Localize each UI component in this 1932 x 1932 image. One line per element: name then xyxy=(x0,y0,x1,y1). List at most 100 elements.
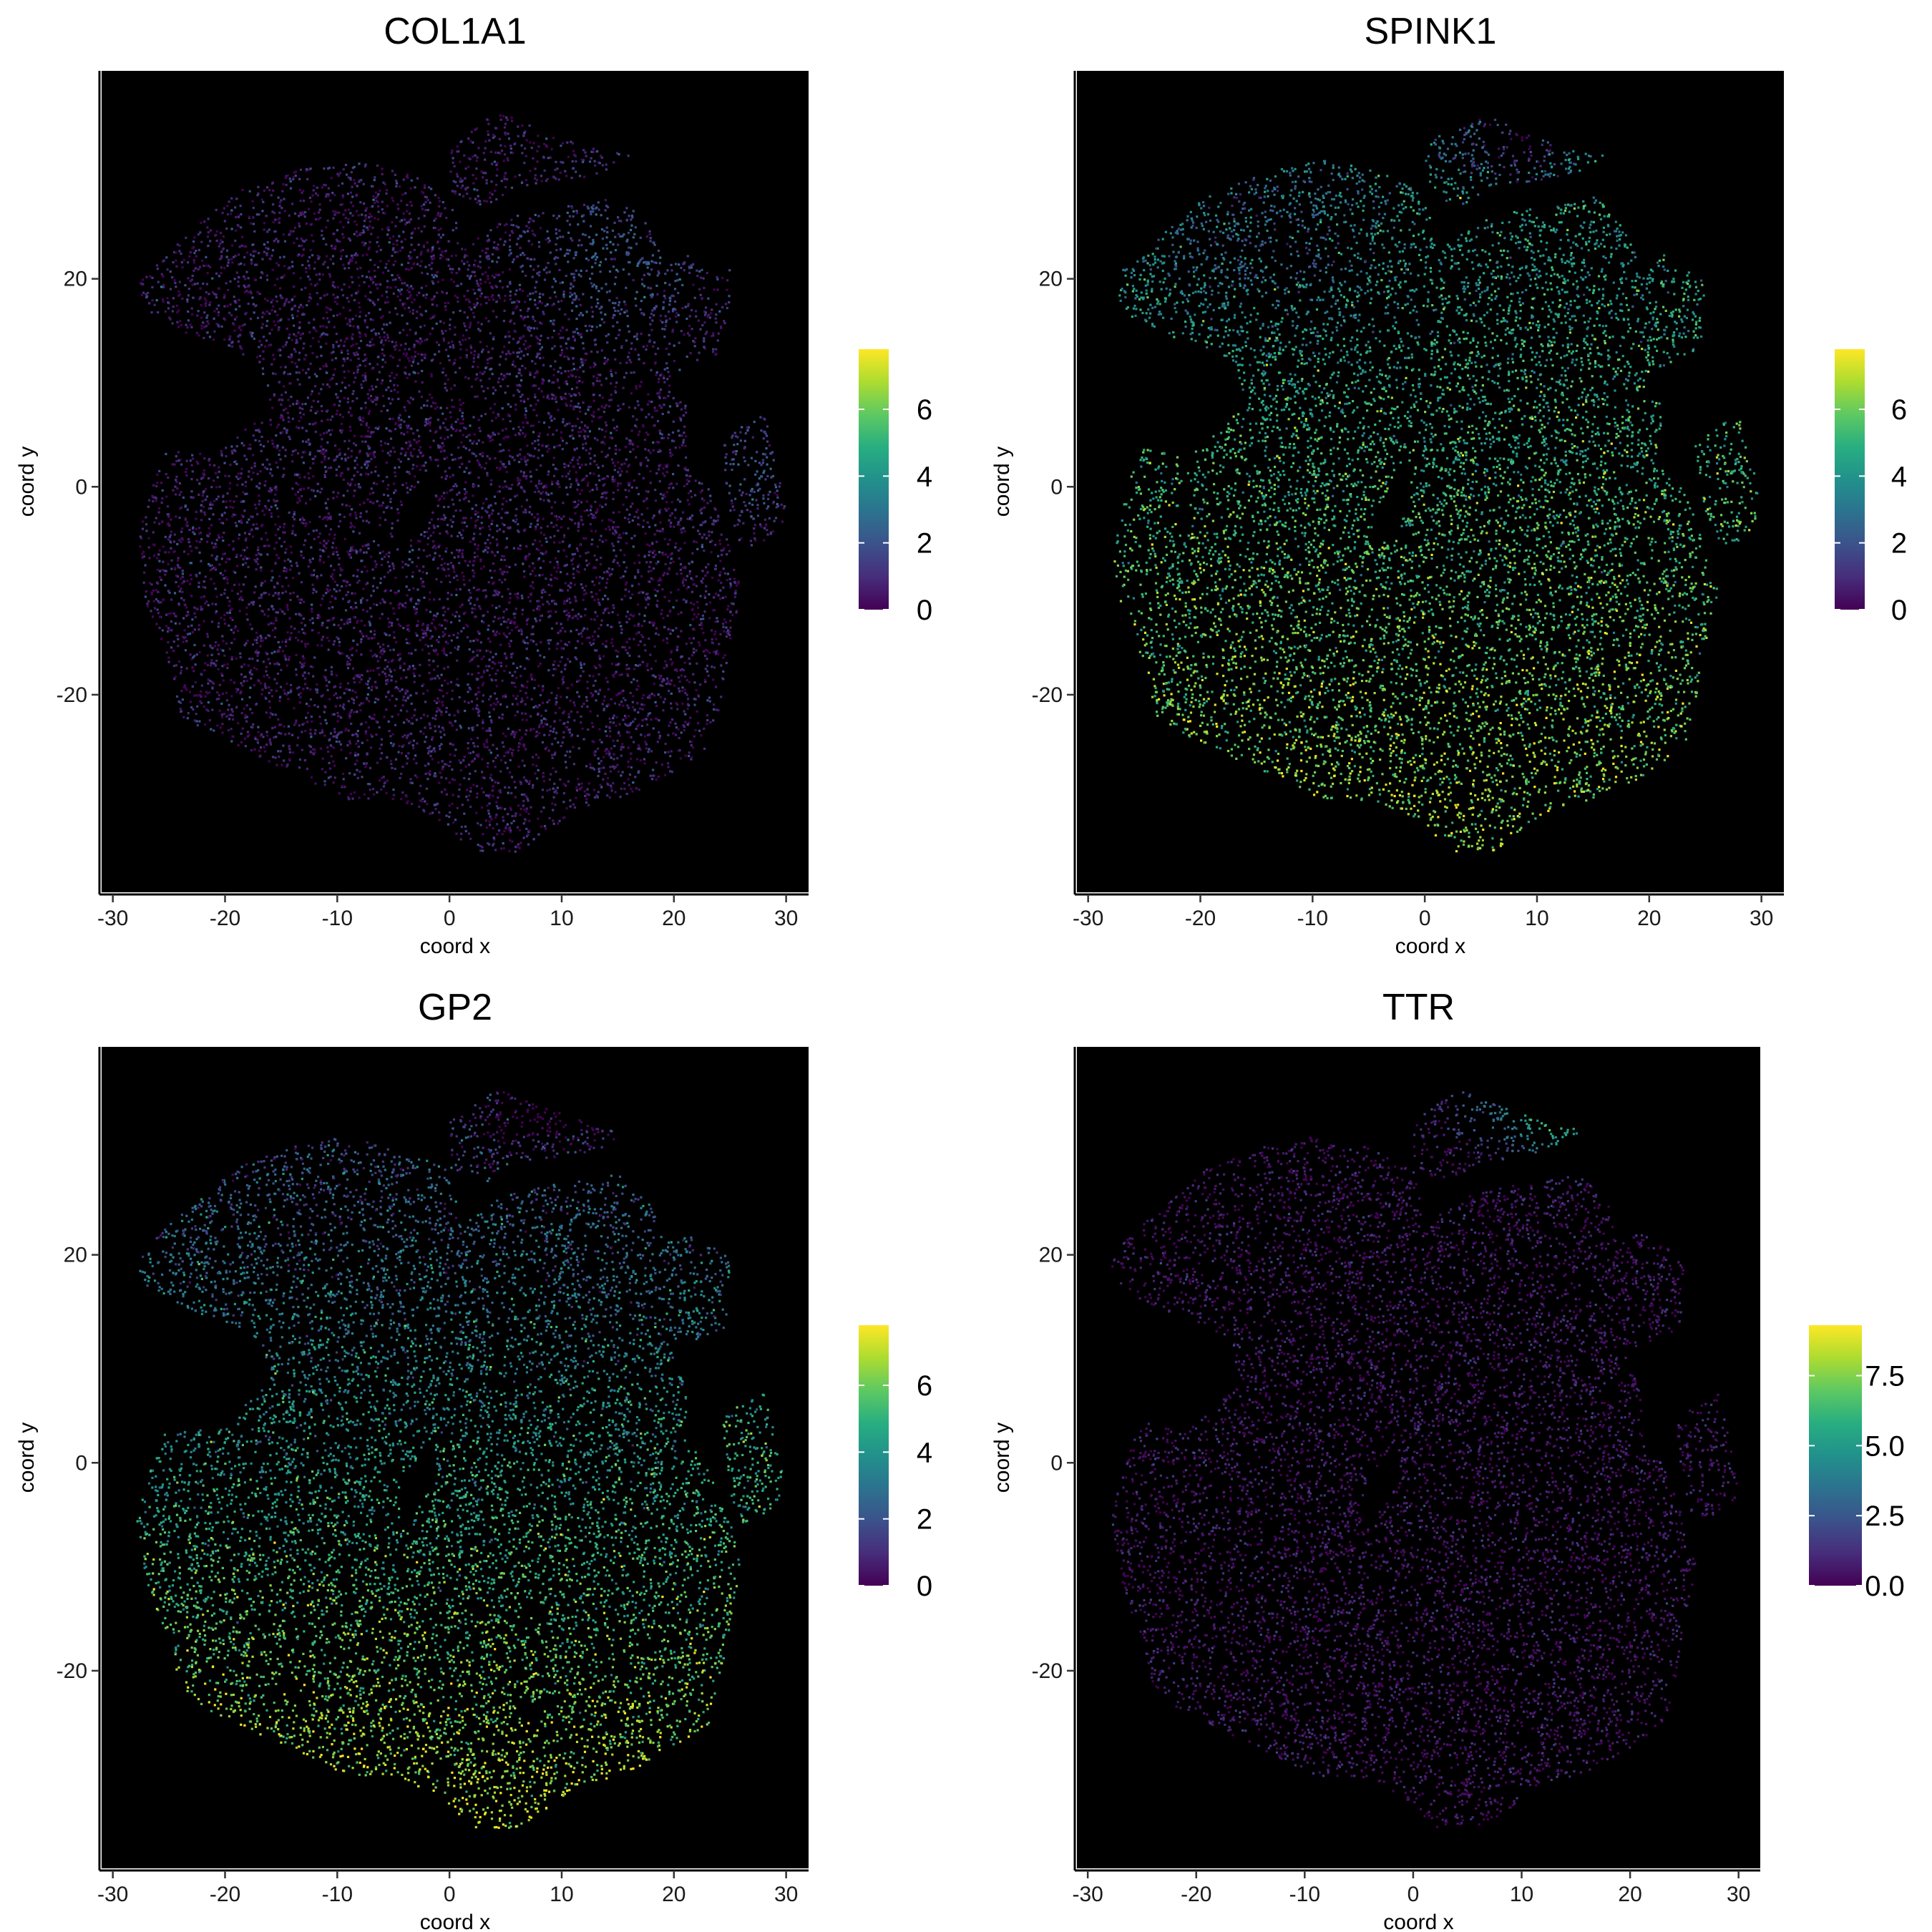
expression-spot xyxy=(663,336,665,338)
expression-spot xyxy=(497,701,499,703)
expression-spot xyxy=(470,517,472,519)
expression-spot xyxy=(420,251,422,253)
expression-spot xyxy=(228,344,230,346)
expression-spot xyxy=(666,491,668,493)
expression-spot xyxy=(525,509,527,511)
expression-spot xyxy=(664,660,666,663)
expression-spot xyxy=(659,530,661,532)
expression-spot xyxy=(386,476,388,478)
expression-spot xyxy=(387,571,389,573)
expression-spot xyxy=(238,327,240,329)
expression-spot xyxy=(613,419,615,421)
expression-spot xyxy=(281,585,283,587)
expression-spot xyxy=(540,498,542,500)
expression-spot xyxy=(494,389,497,391)
expression-spot xyxy=(356,457,358,459)
expression-spot xyxy=(284,303,286,305)
expression-spot xyxy=(218,625,220,628)
expression-spot xyxy=(394,637,396,639)
expression-spot xyxy=(467,636,469,638)
expression-spot xyxy=(571,683,573,686)
expression-spot xyxy=(537,665,540,668)
expression-spot xyxy=(213,310,215,312)
expression-spot xyxy=(691,561,693,563)
expression-spot xyxy=(556,445,558,447)
expression-spot xyxy=(291,552,293,554)
expression-spot xyxy=(631,487,633,489)
expression-spot xyxy=(356,735,358,737)
expression-spot xyxy=(550,692,552,694)
expression-spot xyxy=(419,664,421,666)
expression-spot xyxy=(432,660,434,662)
expression-spot xyxy=(701,570,703,572)
expression-spot xyxy=(543,421,545,424)
expression-spot xyxy=(644,439,646,441)
expression-spot xyxy=(338,525,340,527)
expression-spot xyxy=(767,505,769,507)
expression-spot xyxy=(473,357,475,359)
expression-spot xyxy=(474,292,476,294)
expression-spot xyxy=(569,435,571,437)
expression-spot xyxy=(534,299,536,301)
expression-spot xyxy=(666,471,668,473)
expression-spot xyxy=(565,487,567,489)
expression-spot xyxy=(579,493,581,495)
expression-spot xyxy=(309,732,311,734)
expression-spot xyxy=(592,239,594,241)
expression-spot xyxy=(767,498,769,500)
expression-spot xyxy=(464,482,467,484)
expression-spot xyxy=(340,390,342,392)
expression-spot xyxy=(609,796,611,799)
expression-spot xyxy=(484,509,487,512)
expression-spot xyxy=(605,528,607,530)
expression-spot xyxy=(461,604,463,606)
expression-spot xyxy=(345,164,347,166)
expression-spot xyxy=(263,358,265,360)
expression-spot xyxy=(502,194,504,196)
expression-spot xyxy=(500,559,502,561)
expression-spot xyxy=(253,748,255,751)
expression-spot xyxy=(252,723,254,726)
expression-spot xyxy=(488,711,490,713)
expression-spot xyxy=(270,419,272,421)
expression-spot xyxy=(605,209,607,211)
expression-spot xyxy=(318,278,321,280)
expression-spot xyxy=(612,782,614,784)
expression-spot xyxy=(667,762,669,764)
expression-spot xyxy=(711,308,713,311)
expression-spot xyxy=(190,574,192,576)
expression-spot xyxy=(307,275,309,278)
expression-spot xyxy=(643,500,645,502)
expression-spot xyxy=(592,635,594,638)
expression-spot xyxy=(298,358,300,361)
expression-spot xyxy=(329,434,331,436)
expression-spot xyxy=(348,717,351,719)
expression-spot xyxy=(577,550,579,552)
expression-spot xyxy=(682,512,684,514)
expression-spot xyxy=(348,286,351,288)
expression-spot xyxy=(299,602,301,604)
expression-spot xyxy=(462,185,464,187)
expression-spot xyxy=(409,328,411,331)
expression-spot xyxy=(688,638,691,640)
expression-spot xyxy=(571,177,573,179)
expression-spot xyxy=(148,557,150,559)
expression-spot xyxy=(278,205,280,207)
expression-spot xyxy=(605,539,607,541)
expression-spot xyxy=(593,751,595,753)
expression-spot xyxy=(625,542,628,545)
expression-spot xyxy=(212,504,214,506)
expression-spot xyxy=(589,430,591,432)
expression-spot xyxy=(536,273,538,275)
expression-spot xyxy=(704,639,706,641)
expression-spot xyxy=(658,381,660,383)
expression-spot xyxy=(425,297,427,299)
expression-spot xyxy=(602,248,604,250)
expression-spot xyxy=(492,661,494,663)
expression-spot xyxy=(179,623,181,625)
expression-spot xyxy=(729,620,731,622)
expression-spot xyxy=(391,535,393,537)
expression-spot xyxy=(611,568,613,570)
expression-spot xyxy=(208,293,210,295)
expression-spot xyxy=(494,152,497,154)
